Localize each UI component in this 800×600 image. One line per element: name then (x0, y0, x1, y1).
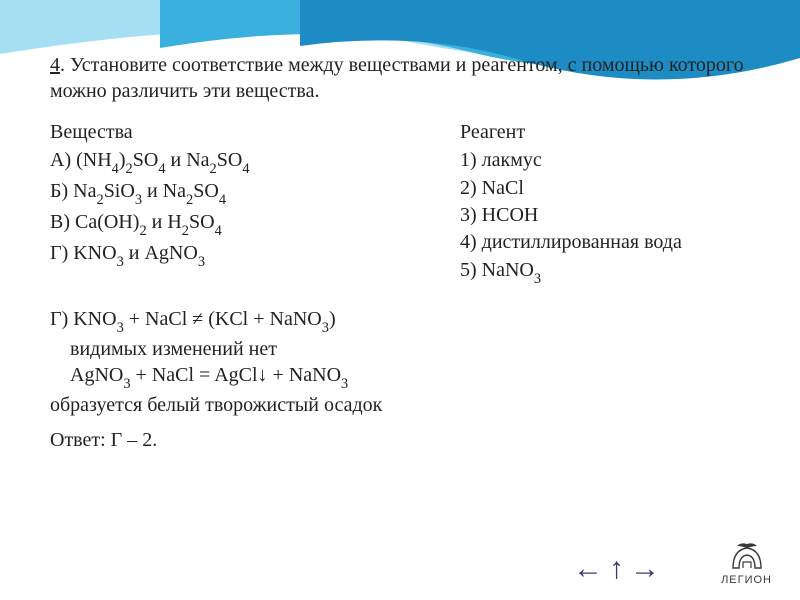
slide-nav: ← ↑ → (573, 552, 660, 586)
reagents-column: Реагент 1) лакмус 2) NaCl 3) HCOH 4) дис… (460, 119, 750, 288)
substances-header: Вещества (50, 119, 400, 145)
substance-row: Г) KNO3 и AgNO3 (50, 240, 400, 270)
reagent-row: 5) NaNO3 (460, 257, 750, 287)
substance-row: Б) Na2SiO3 и Na2SO4 (50, 178, 400, 208)
legion-logo: ЛЕГИОН (721, 540, 772, 586)
logo-text: ЛЕГИОН (721, 574, 772, 586)
nav-next-icon[interactable]: → (630, 552, 660, 586)
question-text: 4. Установите соответствие между веществ… (50, 52, 750, 105)
question-number: 4 (50, 54, 60, 76)
reagent-row: 1) лакмус (460, 147, 750, 173)
question-body: . Установите соответствие между вещества… (50, 54, 744, 102)
answer-line: Ответ: Г – 2. (50, 427, 750, 453)
substances-column: Вещества А) (NH4)2SO4 и Na2SO4 Б) Na2SiO… (50, 119, 400, 288)
equation-line: AgNO3 + NaCl = AgCl↓ + NaNO3 (70, 362, 750, 392)
reagent-row: 4) дистиллированная вода (460, 229, 750, 255)
worked-solution: Г) KNO3 + NaCl ≠ (KCl + NaNO3) видимых и… (50, 306, 750, 419)
reagent-row: 3) HCOH (460, 202, 750, 228)
substance-row: А) (NH4)2SO4 и Na2SO4 (50, 147, 400, 177)
observation-line: образуется белый творожистый осадок (50, 392, 750, 418)
slide-content: 4. Установите соответствие между веществ… (0, 0, 800, 473)
reagents-header: Реагент (460, 119, 750, 145)
helmet-icon (725, 540, 769, 574)
substance-row: В) Ca(OH)2 и H2SO4 (50, 209, 400, 239)
observation-line: видимых изменений нет (70, 336, 750, 362)
match-columns: Вещества А) (NH4)2SO4 и Na2SO4 Б) Na2SiO… (50, 119, 750, 288)
reagent-row: 2) NaCl (460, 175, 750, 201)
equation-line: Г) KNO3 + NaCl ≠ (KCl + NaNO3) (50, 306, 750, 336)
nav-up-icon[interactable]: ↑ (609, 552, 624, 586)
nav-prev-icon[interactable]: ← (573, 552, 603, 586)
